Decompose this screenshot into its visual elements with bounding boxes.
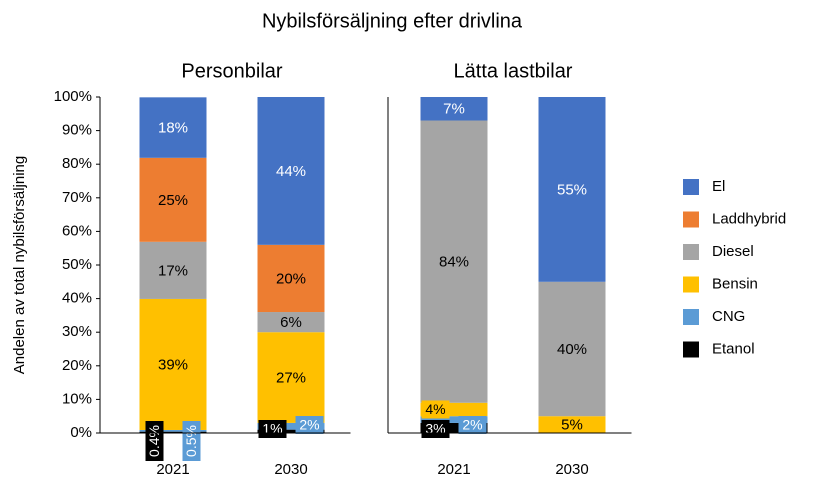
data-label-text: 25% (158, 192, 188, 209)
data-label-text: 7% (443, 101, 465, 118)
bar-segment (139, 431, 207, 433)
data-label-text: 6% (280, 314, 302, 331)
x-tick-label: 2030 (555, 461, 588, 478)
data-label-text: 44% (276, 163, 306, 180)
legend-swatch (683, 211, 699, 228)
data-label-text: 18% (158, 120, 188, 137)
bar-segment (257, 422, 325, 430)
legend-label: CNG (712, 308, 745, 325)
data-label: 84% (439, 254, 469, 271)
y-tick-label: 70% (62, 189, 92, 206)
y-tick-label: 0% (70, 424, 92, 441)
data-label: 40% (557, 341, 587, 358)
y-tick-label: 100% (54, 88, 92, 105)
x-tick-label: 2030 (274, 461, 307, 478)
panel-title: Personbilar (181, 60, 283, 82)
data-label: 2% (295, 416, 324, 434)
data-label: 5% (561, 417, 583, 434)
data-label: 18% (158, 120, 188, 137)
data-label-text: 2% (299, 417, 319, 433)
data-label-text: 55% (557, 181, 587, 198)
data-label-text: 0.4% (146, 425, 162, 457)
y-tick-label: 50% (62, 256, 92, 273)
data-label: 44% (276, 163, 306, 180)
legend-label: Diesel (712, 243, 754, 260)
legend-swatch (683, 244, 699, 260)
y-tick-label: 40% (62, 290, 92, 307)
data-label: 6% (280, 314, 302, 331)
data-label-box (182, 421, 201, 461)
legend-label: Etanol (712, 340, 755, 357)
panel-title: Lätta lastbilar (454, 60, 573, 82)
data-label-text: 17% (158, 262, 188, 279)
bar-segment (538, 97, 606, 282)
chart-title: Nybilsförsäljning efter drivlina (262, 10, 523, 32)
bar-segment (538, 416, 606, 433)
bar-segment (257, 332, 325, 423)
bar-segment (139, 298, 207, 430)
y-tick-label: 60% (62, 222, 92, 239)
data-label-text: 27% (276, 370, 306, 387)
data-label-text: 2% (462, 417, 482, 433)
data-label-text: 4% (425, 401, 445, 417)
data-label-box (295, 416, 324, 434)
data-label-box (421, 400, 450, 419)
data-label-text: 39% (158, 356, 188, 373)
bar-segment (420, 97, 488, 121)
legend-label: El (712, 178, 725, 195)
data-label: 2% (458, 416, 487, 434)
y-tick-label: 30% (62, 323, 92, 340)
bar-segment (420, 120, 488, 403)
data-label: 0.5% (182, 421, 201, 461)
data-label: 3% (421, 420, 450, 438)
bar-segment (257, 429, 325, 433)
data-label: 25% (158, 192, 188, 209)
data-label-text: 3% (425, 421, 445, 437)
data-label-box (145, 421, 164, 461)
bar-segment (139, 429, 207, 432)
data-label-text: 20% (276, 270, 306, 287)
y-axis-label: Andelen av total nybilsförsäljning (11, 156, 28, 374)
bar-segment (420, 422, 488, 433)
x-tick-label: 2021 (156, 461, 189, 478)
data-label-text: 84% (439, 254, 469, 271)
data-label-text: 0.5% (183, 425, 199, 457)
bar-segment (257, 312, 325, 333)
x-tick-label: 2021 (437, 461, 470, 478)
legend-swatch (683, 309, 699, 325)
data-label: 1% (258, 420, 287, 438)
legend-swatch (683, 276, 699, 293)
legend-swatch (683, 179, 699, 195)
data-label: 4% (421, 400, 450, 419)
data-label: 17% (158, 262, 188, 279)
bar-segment (139, 157, 207, 242)
legend-label: Bensin (712, 275, 758, 292)
legend-label: Laddhybrid (712, 210, 786, 227)
y-tick-label: 20% (62, 357, 92, 374)
y-tick-label: 90% (62, 122, 92, 139)
bar-segment (257, 97, 325, 245)
data-label: 55% (557, 181, 587, 198)
data-label-box (458, 416, 487, 434)
y-tick-label: 10% (62, 390, 92, 407)
data-label-text: 1% (262, 421, 282, 437)
bar-segment (538, 281, 606, 417)
y-tick-label: 80% (62, 155, 92, 172)
data-label: 0.4% (145, 421, 164, 461)
data-label: 27% (276, 370, 306, 387)
bar-segment (139, 97, 207, 158)
data-label: 20% (276, 270, 306, 287)
bar-segment (139, 241, 207, 299)
data-label-text: 40% (557, 341, 587, 358)
legend-swatch (683, 341, 699, 358)
bar-segment (420, 416, 488, 423)
data-label: 39% (158, 356, 188, 373)
bar-segment (257, 244, 325, 313)
data-label: 7% (443, 101, 465, 118)
data-label-text: 5% (561, 417, 583, 434)
